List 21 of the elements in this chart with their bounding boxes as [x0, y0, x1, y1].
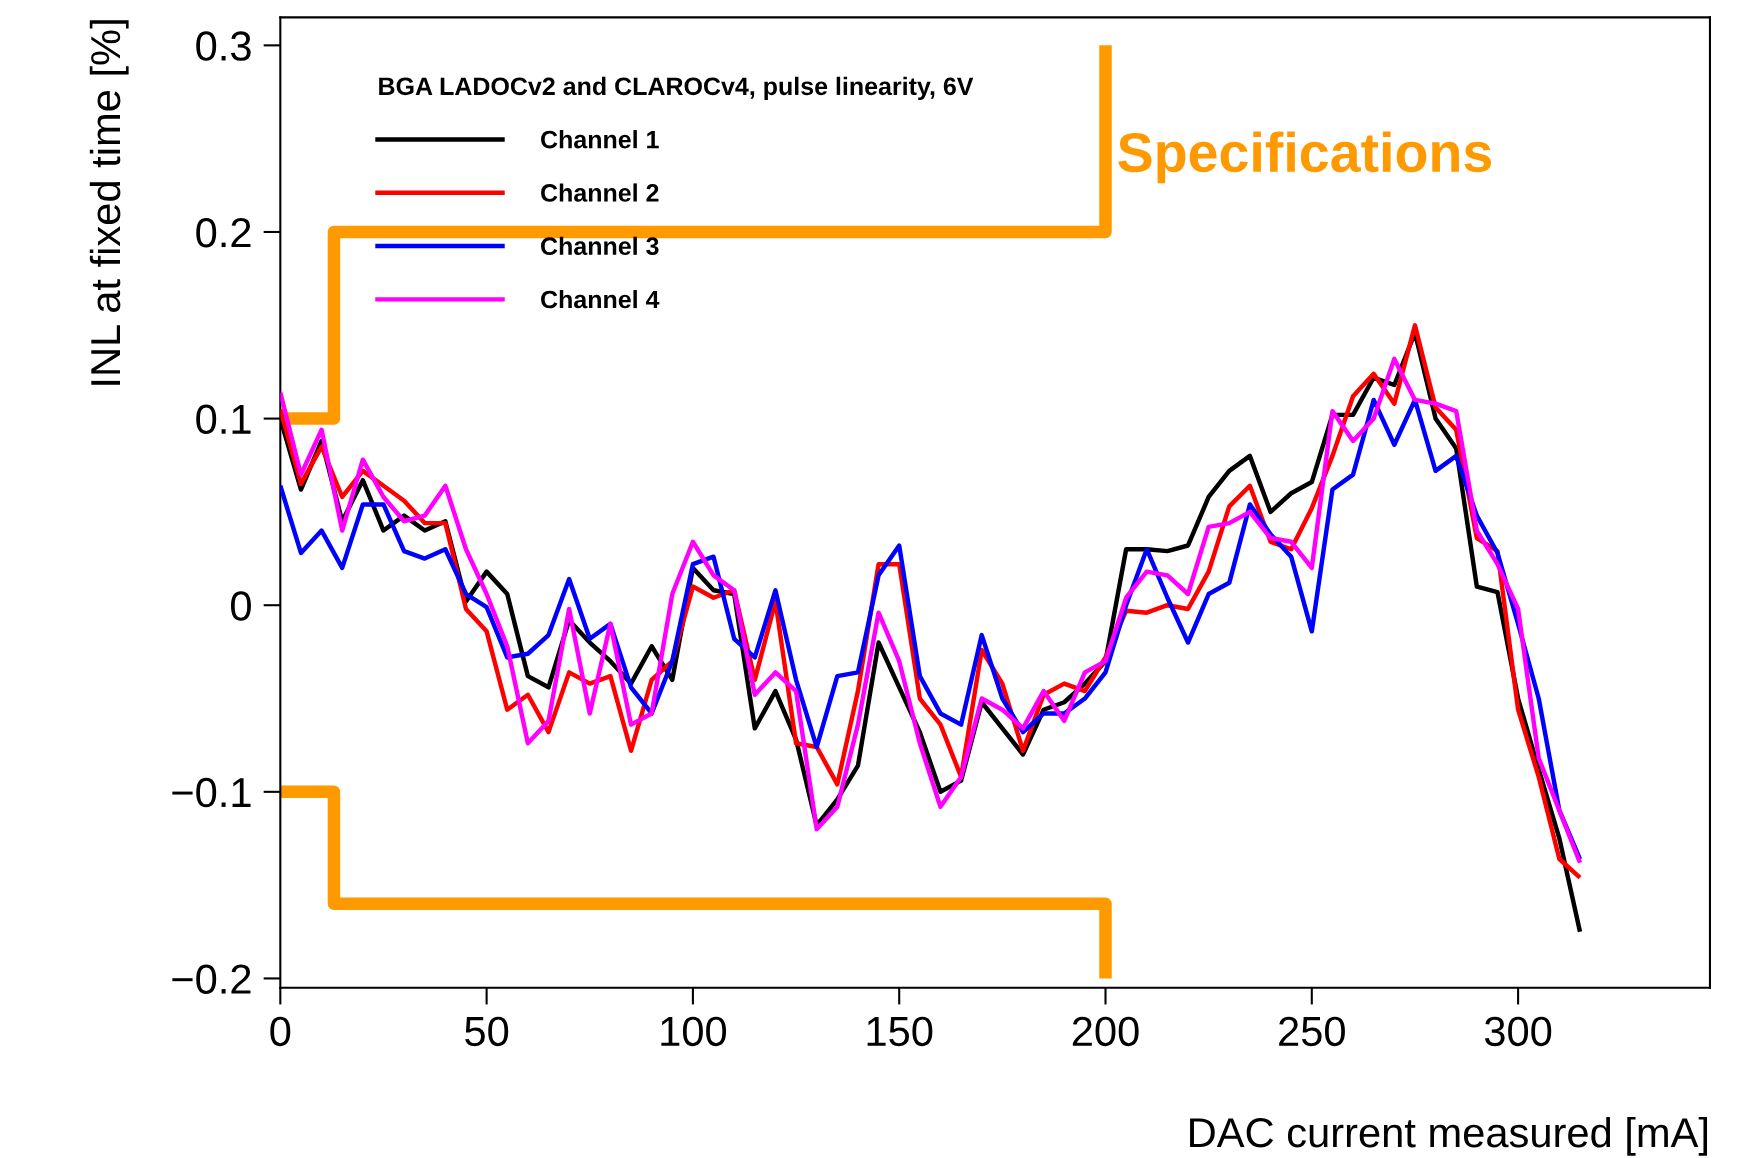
series-label: Specifications — [1118, 131, 1491, 184]
x-tick-label: 50 — [465, 1016, 509, 1047]
legend-label: Channel 2 — [541, 183, 659, 202]
legend-label: Channel 1 — [541, 130, 659, 149]
legend-label: Channel 4 — [541, 290, 660, 309]
x-tick-label: 0 — [270, 1016, 291, 1047]
x-tick-label: 300 — [1484, 1016, 1552, 1047]
x-tick-label: 200 — [1072, 1016, 1139, 1047]
x-tick-label: 250 — [1279, 1016, 1345, 1047]
y-tick-label: 0.2 — [196, 217, 251, 248]
x-tick-label: 150 — [867, 1016, 933, 1047]
y-tick-label: −0.1 — [172, 777, 251, 808]
y-axis-title: INL at fixed time [%] — [89, 20, 129, 385]
y-tick-label: 0.3 — [196, 31, 251, 61]
y-tick-label: −0.2 — [172, 964, 251, 994]
x-axis-title: DAC current measured [mA] — [1190, 1116, 1708, 1156]
y-tick-label: 0 — [231, 591, 251, 621]
legend-title: BGA LADOCv2 and CLAROCv4, pulse linearity, 6V — [379, 76, 974, 101]
legend-label: Channel 3 — [541, 236, 659, 256]
x-tick-label: 100 — [661, 1016, 727, 1047]
y-tick-label: 0.1 — [196, 404, 251, 435]
